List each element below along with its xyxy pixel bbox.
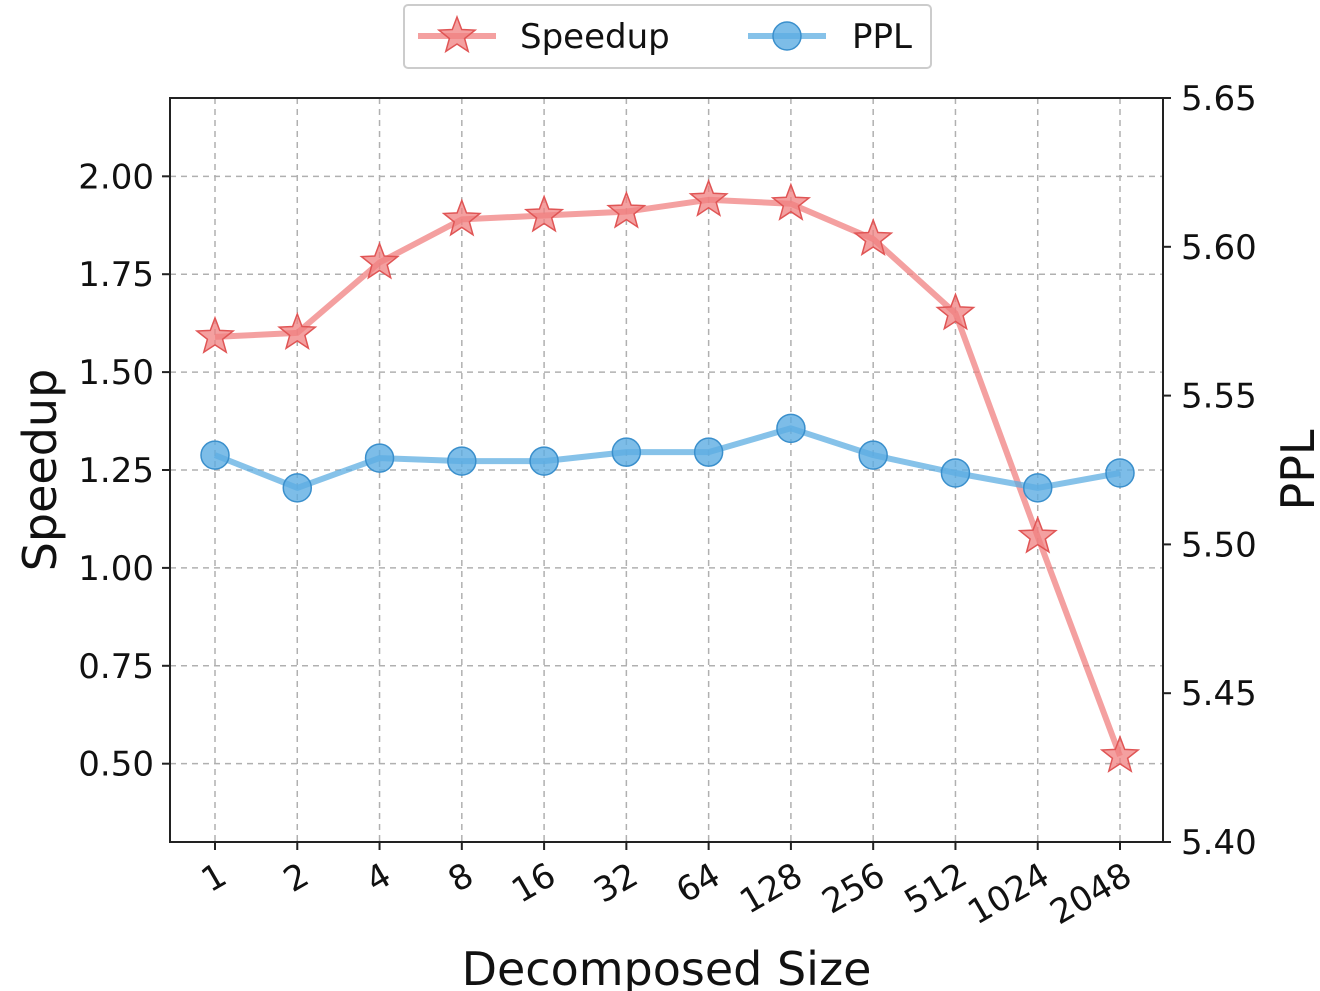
ppl-point	[858, 440, 888, 470]
ppl-point	[940, 458, 971, 488]
x-tick-label: 64	[670, 855, 727, 911]
speedup-point	[935, 292, 976, 331]
x-tick-label: 16	[505, 855, 562, 911]
speedup-point	[523, 194, 565, 233]
left-tick-label: 0.50	[78, 745, 154, 785]
x-tick-label: 512	[898, 855, 974, 922]
ppl-point	[776, 413, 806, 444]
left-tick-label: 1.75	[78, 255, 154, 295]
speedup-point	[194, 315, 236, 354]
legend-label-ppl: PPL	[852, 17, 912, 57]
speedup-point	[606, 190, 647, 229]
x-tick-label: 1024	[961, 855, 1056, 933]
right-y-axis-label: PPL	[1271, 429, 1320, 510]
legend-star-shape	[436, 14, 478, 54]
ppl-point	[447, 446, 477, 476]
speedup-point	[1017, 515, 1058, 554]
left-tick-label: 2.00	[78, 157, 154, 197]
x-tick-label: 1	[195, 855, 234, 900]
x-tick-label: 8	[442, 855, 481, 900]
right-y-axis-ticks: 5.40 5.45 5.50 5.55 5.60 5.65	[1163, 79, 1257, 863]
legend-circle-marker	[772, 21, 802, 51]
series-line-speedup	[214, 196, 1123, 757]
right-tick-label: 5.50	[1181, 525, 1257, 565]
ppl-point	[364, 443, 395, 473]
ppl-point	[1022, 473, 1053, 503]
legend-star-marker	[436, 14, 478, 54]
left-tick-label: 1.25	[78, 451, 154, 491]
left-tick-label: 1.00	[78, 549, 154, 589]
x-tick-label: 256	[815, 855, 891, 922]
right-tick-label: 5.45	[1181, 674, 1257, 714]
left-tick-label: 1.50	[78, 353, 154, 393]
ppl-point	[611, 437, 642, 467]
ppl-point	[693, 437, 724, 467]
x-tick-label: 32	[587, 855, 644, 911]
x-tick-label: 2048	[1044, 855, 1139, 933]
right-tick-label: 5.65	[1181, 79, 1257, 119]
ppl-point	[282, 473, 313, 503]
speedup-point	[688, 178, 729, 217]
speedup-point	[441, 198, 482, 237]
series-layer	[194, 178, 1141, 773]
x-tick-label: 128	[733, 855, 809, 922]
x-tick-label: 4	[359, 855, 398, 900]
speedup-point	[277, 311, 318, 351]
legend-label-speedup: Speedup	[520, 17, 670, 57]
series-line-ppl	[213, 425, 1121, 491]
ppl-point	[1105, 458, 1135, 488]
speedup-point	[770, 182, 812, 221]
right-tick-label: 5.55	[1181, 377, 1257, 417]
left-tick-label: 0.75	[78, 647, 154, 687]
x-axis-label: Decomposed Size	[462, 942, 872, 991]
left-y-axis-label: Speedup	[13, 369, 67, 572]
speedup-point	[1099, 734, 1141, 773]
right-tick-label: 5.60	[1181, 228, 1257, 268]
legend-circle-shape	[772, 21, 802, 51]
ppl-point	[529, 446, 559, 476]
right-tick-label: 5.40	[1181, 823, 1257, 863]
speedup-point	[359, 241, 400, 280]
legend: Speedup PPL	[403, 4, 932, 69]
speedup-point	[853, 217, 894, 257]
ppl-point	[200, 440, 230, 470]
left-y-axis-ticks: 0.50 0.75 1.00 1.25 1.50 1.75 2.00	[78, 157, 170, 785]
x-tick-label: 2	[277, 855, 316, 900]
legend-box	[403, 4, 932, 69]
